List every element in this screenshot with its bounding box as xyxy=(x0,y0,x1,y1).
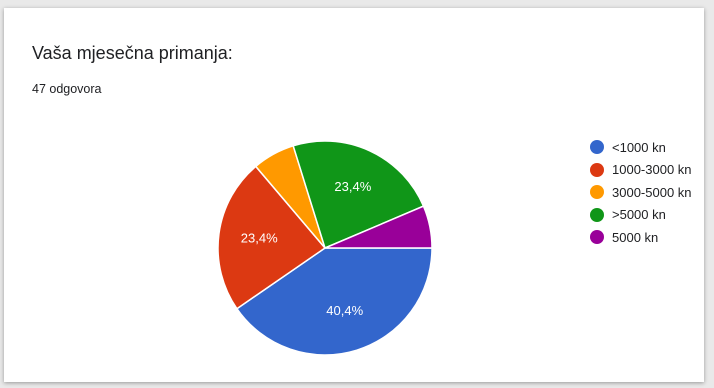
pie-slice[interactable] xyxy=(292,140,425,250)
legend-label: 1000-3000 kn xyxy=(612,162,692,178)
legend-label: <1000 kn xyxy=(612,139,666,155)
legend-swatch xyxy=(590,140,604,155)
pie-slice[interactable] xyxy=(324,205,433,249)
legend-item[interactable]: 5000 kn xyxy=(590,226,692,249)
legend-label: 3000-5000 kn xyxy=(612,184,692,200)
legend-swatch xyxy=(590,230,604,245)
pie-slice[interactable] xyxy=(235,247,433,356)
legend-swatch xyxy=(590,207,604,222)
slice-data-label: 40,4% xyxy=(326,303,363,318)
legend: <1000 kn 1000-3000 kn 3000-5000 kn >5000… xyxy=(590,136,692,249)
chart-title: Vaša mjesečna primanja: xyxy=(32,43,233,63)
legend-item[interactable]: 3000-5000 kn xyxy=(590,181,692,204)
slice-data-label: 23,4% xyxy=(241,231,278,246)
legend-item[interactable]: 1000-3000 kn xyxy=(590,159,692,182)
slice-data-label: 23,4% xyxy=(334,179,371,194)
legend-swatch xyxy=(590,185,604,200)
pie-chart: 40,4% 23,4% 23,4% xyxy=(217,140,433,356)
legend-label: >5000 kn xyxy=(612,207,666,223)
pie-slice[interactable] xyxy=(217,165,327,310)
legend-item[interactable]: <1000 kn xyxy=(590,136,692,159)
legend-label: 5000 kn xyxy=(612,229,659,245)
response-count: 47 odgovora xyxy=(32,82,102,96)
legend-swatch xyxy=(590,162,604,177)
chart-card: Vaša mjesečna primanja: 47 odgovora 40,4… xyxy=(4,8,704,382)
legend-item[interactable]: >5000 kn xyxy=(590,204,692,227)
